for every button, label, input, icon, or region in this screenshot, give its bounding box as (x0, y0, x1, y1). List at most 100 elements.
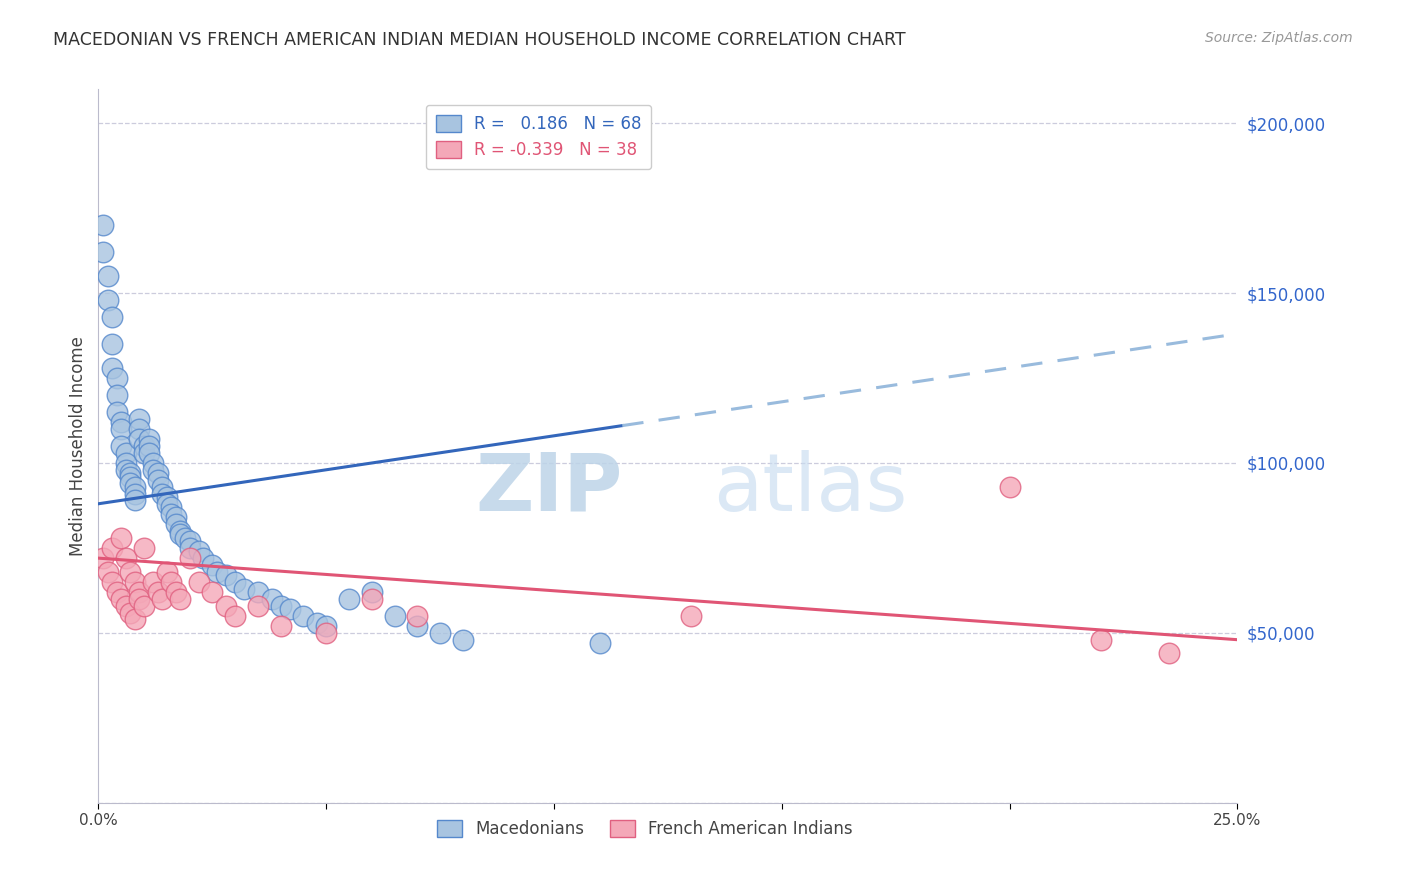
Point (132, 541, 155, 555)
Point (156, 565, 179, 579)
Point (270, 599, 292, 613)
Point (165, 510, 187, 524)
Point (588, 636, 610, 650)
Point (270, 619, 292, 633)
Point (160, 574, 183, 589)
Point (156, 497, 179, 511)
Point (110, 531, 132, 545)
Point (120, 565, 142, 579)
Point (101, 360, 124, 375)
Point (120, 469, 142, 483)
Point (124, 486, 146, 500)
Point (120, 606, 142, 620)
Point (105, 388, 128, 402)
Point (224, 574, 246, 589)
Point (179, 541, 201, 555)
Point (110, 415, 132, 429)
Point (406, 619, 429, 633)
Point (132, 446, 155, 460)
Point (429, 626, 451, 640)
Point (138, 439, 160, 453)
Point (91, 551, 114, 566)
Point (105, 405, 128, 419)
Point (120, 476, 142, 491)
Point (165, 517, 187, 532)
Point (114, 551, 136, 566)
Point (315, 619, 337, 633)
Point (150, 591, 173, 606)
Point (360, 591, 382, 606)
Point (160, 500, 183, 515)
Point (142, 456, 165, 470)
Text: ZIP: ZIP (475, 450, 623, 528)
Point (132, 599, 155, 613)
Point (150, 486, 173, 500)
Point (142, 574, 165, 589)
Point (114, 463, 136, 477)
Point (193, 551, 215, 566)
Point (96, 565, 118, 579)
Point (215, 568, 238, 582)
Point (124, 612, 146, 626)
Text: Source: ZipAtlas.com: Source: ZipAtlas.com (1205, 31, 1353, 45)
Point (307, 615, 329, 630)
Point (451, 632, 474, 647)
Point (124, 574, 146, 589)
Point (128, 585, 150, 599)
Point (246, 599, 269, 613)
Point (96, 293, 118, 307)
Point (120, 466, 142, 480)
Point (360, 585, 382, 599)
Point (91, 245, 114, 260)
Point (337, 591, 360, 606)
Point (278, 602, 301, 616)
Point (384, 608, 406, 623)
Point (315, 626, 337, 640)
Point (142, 463, 165, 477)
Point (205, 565, 228, 579)
Point (187, 544, 209, 558)
Point (124, 480, 146, 494)
Point (201, 585, 224, 599)
Point (260, 591, 283, 606)
Point (187, 574, 209, 589)
Point (110, 422, 132, 436)
Point (179, 551, 201, 566)
Point (128, 422, 150, 436)
Point (165, 585, 187, 599)
Point (101, 310, 124, 324)
Point (150, 480, 173, 494)
Point (138, 432, 160, 446)
Point (114, 599, 136, 613)
Point (169, 591, 191, 606)
Point (179, 534, 201, 549)
Point (114, 446, 136, 460)
Point (246, 585, 269, 599)
Point (138, 446, 160, 460)
Point (169, 527, 191, 541)
Point (110, 591, 132, 606)
Point (146, 585, 169, 599)
Point (1157, 646, 1180, 660)
Point (233, 582, 256, 596)
Point (174, 531, 197, 545)
Point (156, 490, 179, 504)
Point (679, 608, 702, 623)
Point (224, 608, 246, 623)
Point (124, 493, 146, 508)
Point (160, 507, 183, 521)
Point (169, 524, 191, 538)
Text: atlas: atlas (713, 450, 908, 528)
Point (128, 432, 150, 446)
Point (101, 574, 124, 589)
Point (105, 371, 128, 385)
Point (96, 269, 118, 284)
Legend: Macedonians, French American Indians: Macedonians, French American Indians (430, 813, 859, 845)
Point (114, 456, 136, 470)
Point (292, 608, 315, 623)
Point (215, 599, 238, 613)
Point (998, 480, 1021, 494)
Point (110, 439, 132, 453)
Point (128, 412, 150, 426)
Text: MACEDONIAN VS FRENCH AMERICAN INDIAN MEDIAN HOUSEHOLD INCOME CORRELATION CHART: MACEDONIAN VS FRENCH AMERICAN INDIAN MED… (53, 31, 905, 49)
